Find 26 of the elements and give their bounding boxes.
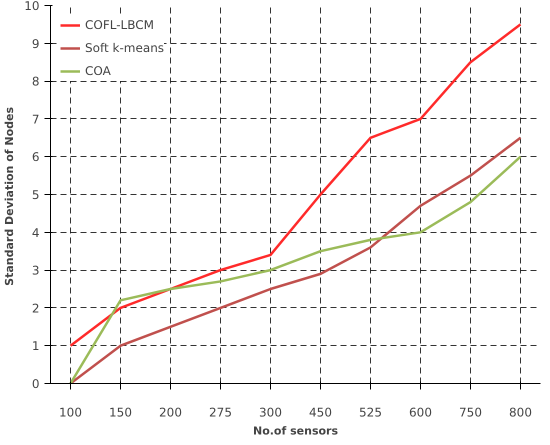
x-tick-label: 600 (409, 406, 432, 420)
y-tick-label: 8 (32, 74, 40, 89)
x-tick-label: 800 (509, 406, 532, 420)
x-tick-label: 300 (259, 406, 282, 420)
y-tick-label: 10 (24, 0, 40, 13)
y-tick-label: 5 (32, 188, 40, 202)
x-tick-label: 525 (359, 406, 382, 420)
x-tick-label: 150 (109, 406, 132, 420)
x-tick-label: 450 (309, 406, 332, 420)
x-tick-label: 275 (209, 406, 232, 420)
legend-label: COFL-LBCM (85, 18, 154, 32)
y-tick-label: 4 (32, 226, 40, 240)
y-axis-title: Standard Deviation of Nodes (3, 106, 16, 286)
y-tick-label: 7 (32, 112, 40, 126)
x-tick-label: 100 (59, 406, 82, 420)
x-tick-label: 750 (459, 406, 482, 420)
legend-label: COA (85, 64, 111, 78)
y-tick-label: 3 (32, 264, 40, 278)
legend-label: Soft k-means (85, 41, 164, 55)
x-tick-label: 200 (159, 406, 182, 420)
x-axis-title: No.of sensors (252, 424, 338, 438)
y-tick-label: 6 (32, 150, 40, 164)
y-tick-label: 9 (32, 36, 40, 51)
y-tick-label: 1 (32, 339, 40, 354)
y-tick-label: 2 (32, 301, 40, 316)
y-tick-label: 0 (32, 377, 40, 391)
